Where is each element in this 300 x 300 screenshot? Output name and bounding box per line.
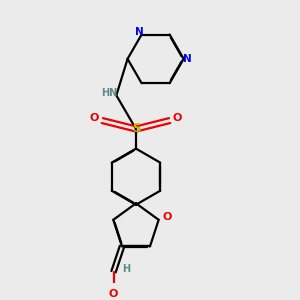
Text: O: O bbox=[162, 212, 172, 222]
Text: O: O bbox=[173, 113, 182, 123]
Text: HN: HN bbox=[101, 88, 118, 98]
Text: N: N bbox=[183, 54, 191, 64]
Text: O: O bbox=[90, 113, 99, 123]
Text: O: O bbox=[109, 289, 118, 299]
Text: N: N bbox=[135, 27, 144, 37]
Text: H: H bbox=[122, 264, 130, 274]
Text: S: S bbox=[132, 122, 140, 136]
